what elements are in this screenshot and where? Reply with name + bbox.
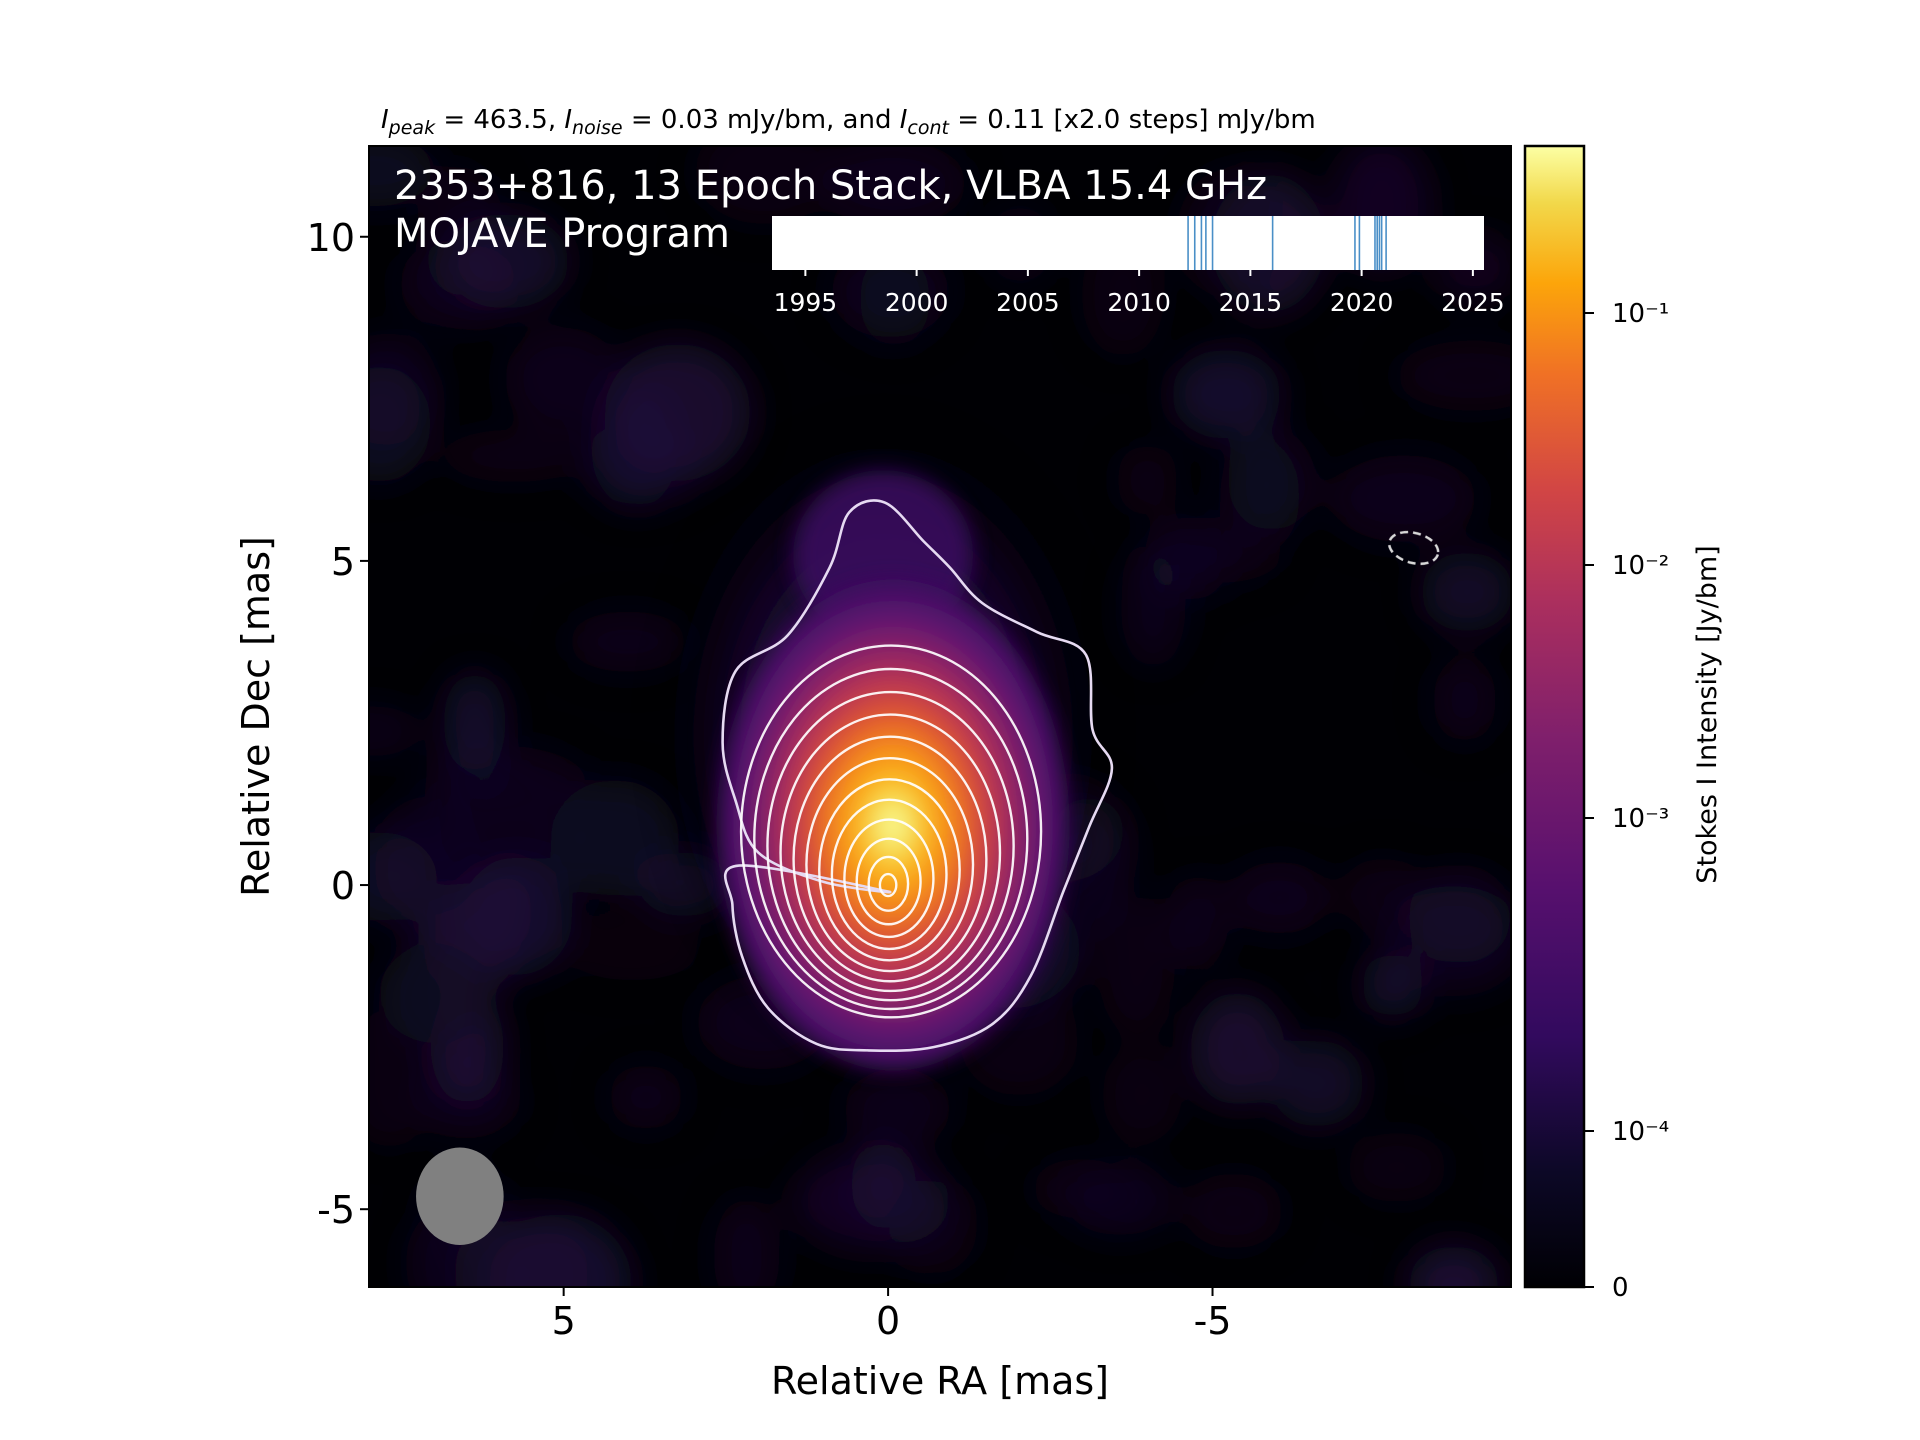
contour-level-9	[830, 798, 948, 951]
contour-level-3	[753, 667, 1029, 1011]
subtitle-part: noise	[572, 117, 623, 139]
noise-blob	[1031, 1158, 1132, 1219]
noise-blob	[1219, 438, 1300, 555]
y-axis: -5 0 5 10	[307, 216, 369, 1232]
timeline-tick-label: 2000	[885, 288, 949, 317]
timeline-tick-label: 2005	[996, 288, 1060, 317]
noise-blob	[581, 419, 705, 506]
subtitle-part: = 463.5,	[435, 105, 564, 135]
noise-blob	[1269, 1039, 1365, 1128]
noise-blob	[1183, 1173, 1284, 1249]
noise-blob	[1346, 1132, 1448, 1203]
noise-blob	[369, 705, 423, 757]
subtitle-part: I	[381, 105, 389, 135]
y-axis-label: Relative Dec [mas]	[234, 536, 278, 897]
contour-level-6	[792, 735, 988, 983]
x-tick-label: 5	[552, 1299, 576, 1343]
noise-blob	[562, 918, 702, 981]
x-axis-label: Relative RA [mas]	[771, 1359, 1109, 1403]
noise-blob	[713, 1197, 780, 1287]
noise-blob	[462, 856, 573, 975]
y-tick-label: 10	[307, 216, 355, 260]
contour-level-2	[739, 644, 1043, 1019]
beam-ellipse	[416, 1147, 504, 1245]
noise-blob	[1420, 551, 1511, 632]
noise-blob	[369, 333, 440, 447]
contour-level-5	[779, 713, 1002, 993]
subtitle-part: = 0.03 mJy/bm, and	[623, 105, 900, 135]
epoch-timeline: 1995 2000 2005 2010 2015 2020 2025	[772, 216, 1505, 317]
contour-lines	[721, 499, 1114, 1053]
contour-level-12	[867, 855, 910, 912]
intensity-summary-subtitle: Ipeak = 463.5, Inoise = 0.03 mJy/bm, and…	[381, 105, 1316, 139]
chart-title-program: MOJAVE Program	[394, 211, 730, 257]
noise-blob	[608, 1064, 684, 1130]
colorbar-tick-label: 10⁻³	[1612, 804, 1669, 834]
subtitle-part: cont	[907, 117, 950, 139]
timeline-tick-label: 2025	[1441, 288, 1505, 317]
noise-blob	[818, 146, 967, 228]
subtitle-part: I	[900, 105, 908, 135]
timeline-tick-label: 2010	[1107, 288, 1171, 317]
y-tick-label: 0	[331, 864, 355, 908]
negative-contour	[1387, 530, 1440, 566]
noise-blob	[1378, 885, 1511, 996]
colorbar-tick-label: 10⁻²	[1612, 551, 1669, 581]
y-tick-label: -5	[317, 1188, 355, 1232]
noise-blob	[441, 429, 587, 483]
noise-blob	[1102, 1045, 1183, 1144]
y-tick-label: 5	[331, 540, 355, 584]
noise-blob	[1432, 657, 1497, 743]
chart-title: 2353+816, 13 Epoch Stack, VLBA 15.4 GHz	[394, 163, 1267, 209]
emission-core	[718, 580, 1069, 1071]
colorbar-tick-label: 0	[1612, 1273, 1629, 1303]
noise-blob	[424, 747, 523, 806]
noise-blob	[1408, 1245, 1500, 1287]
noise-blob	[694, 146, 836, 225]
contour-level-10	[843, 818, 935, 939]
noise-blob	[843, 1069, 952, 1148]
timeline-tick-label: 1995	[774, 288, 838, 317]
noise-blob	[1395, 340, 1511, 411]
contour-level-13	[878, 872, 898, 898]
noise-blob	[1116, 444, 1179, 517]
noise-blob	[443, 672, 507, 773]
noise-blob	[443, 213, 570, 309]
noise-blob	[859, 251, 931, 347]
image-panel: 2353+816, 13 Epoch Stack, VLBA 15.4 GHz …	[368, 145, 1512, 1288]
noise-blob	[1097, 897, 1175, 1036]
noise-blob	[1171, 349, 1282, 440]
contour-level-11	[855, 837, 922, 926]
subtitle-part: peak	[388, 117, 436, 139]
timeline-box	[772, 216, 1484, 270]
noise-blob	[793, 1150, 951, 1251]
noise-blob	[1120, 547, 1186, 669]
colorbar: 0 10⁻⁴ 10⁻³ 10⁻² 10⁻¹ Stokes I Intensity [Jy…	[1523, 144, 1723, 1303]
plot-frame	[368, 145, 1512, 1288]
noise-blob	[1330, 455, 1477, 543]
subtitle-part: = 0.11 [x2.0 steps] mJy/bm	[949, 105, 1316, 135]
noise-blob	[369, 1008, 435, 1149]
colorbar-gradient	[1523, 144, 1586, 1289]
timeline-tick-label: 2015	[1219, 288, 1283, 317]
noise-blob	[1190, 992, 1285, 1106]
colorbar-ticks: 0 10⁻⁴ 10⁻³ 10⁻² 10⁻¹	[1584, 299, 1669, 1303]
colorbar-tick-label: 10⁻¹	[1612, 299, 1669, 329]
contour-level-7	[805, 757, 975, 973]
contour-level-8	[818, 778, 961, 962]
x-tick-label: -5	[1194, 1299, 1232, 1343]
noise-blob	[1229, 861, 1329, 934]
noise-blob	[369, 146, 435, 207]
subtitle-part: I	[564, 105, 572, 135]
noise-blob	[1165, 874, 1229, 970]
timeline-tick-label: 2020	[1330, 288, 1394, 317]
x-tick-label: 0	[876, 1299, 900, 1343]
x-axis: 5 0 -5	[552, 1287, 1232, 1343]
contour-level-4	[766, 690, 1015, 1002]
colorbar-label: Stokes I Intensity [Jy/bm]	[1692, 545, 1723, 883]
contour-level-1	[721, 499, 1114, 1053]
colorbar-tick-label: 10⁻⁴	[1612, 1117, 1669, 1147]
noise-blob	[504, 327, 622, 431]
